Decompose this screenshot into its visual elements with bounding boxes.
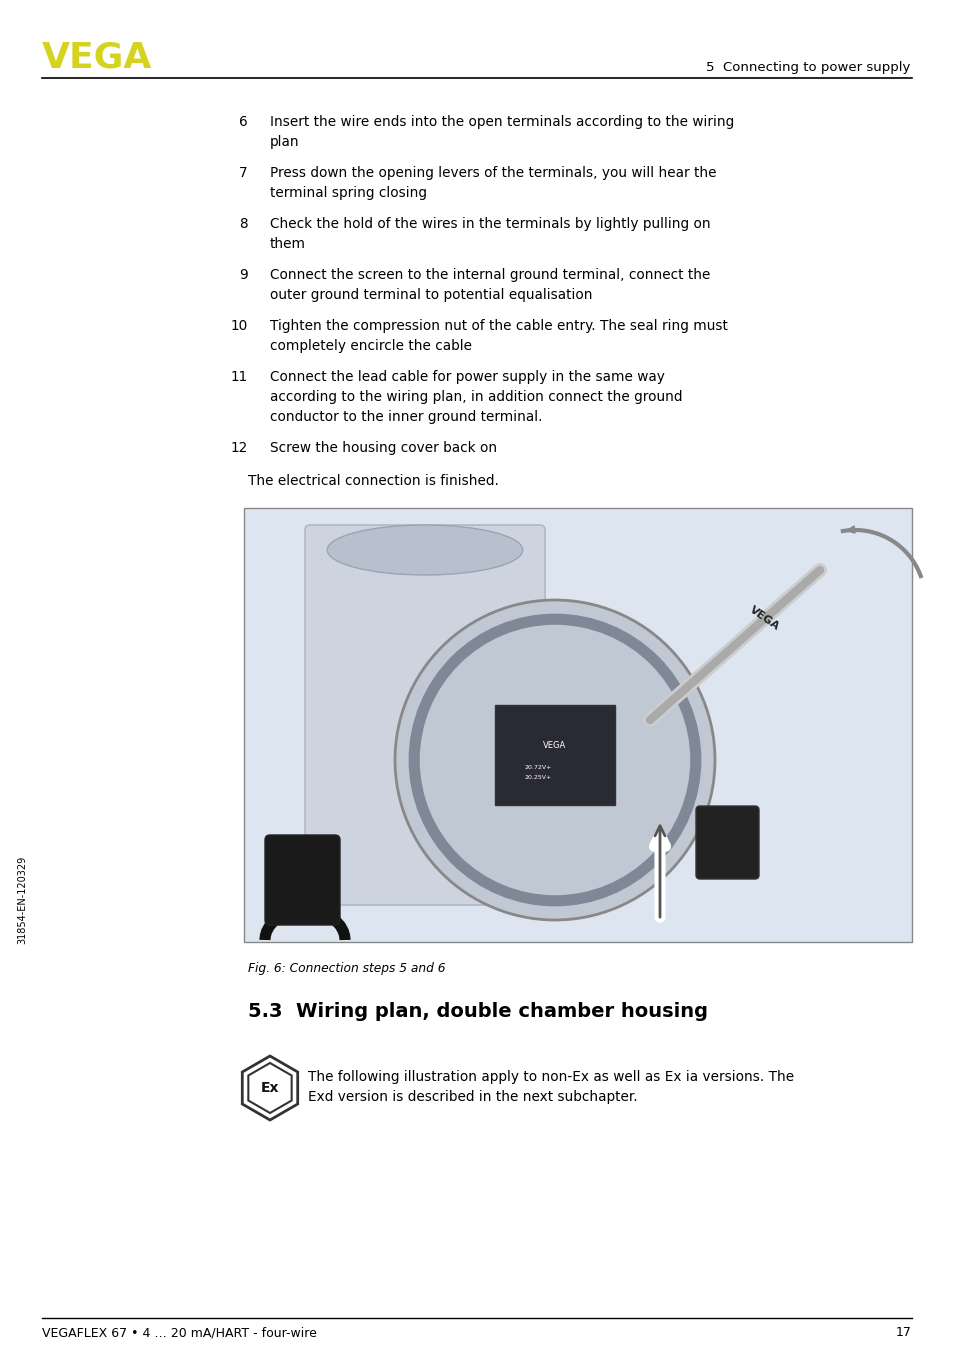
Text: 20.72V+: 20.72V+ [524,765,552,770]
Text: 5  Connecting to power supply: 5 Connecting to power supply [705,61,909,74]
Text: completely encircle the cable: completely encircle the cable [270,338,472,353]
Text: 12: 12 [231,441,248,455]
Text: The electrical connection is finished.: The electrical connection is finished. [248,474,498,487]
Text: Connect the lead cable for power supply in the same way: Connect the lead cable for power supply … [270,370,664,385]
FancyBboxPatch shape [265,835,339,925]
Text: Press down the opening levers of the terminals, you will hear the: Press down the opening levers of the ter… [270,167,716,180]
Text: VEGAFLEX 67 • 4 … 20 mA/HART - four-wire: VEGAFLEX 67 • 4 … 20 mA/HART - four-wire [42,1326,316,1339]
Bar [244,508,911,942]
Ellipse shape [327,525,522,575]
Text: Insert the wire ends into the open terminals according to the wiring: Insert the wire ends into the open termi… [270,115,734,129]
Text: terminal spring closing: terminal spring closing [270,185,427,200]
Text: 6: 6 [239,115,248,129]
Polygon shape [242,1056,297,1120]
Text: Check the hold of the wires in the terminals by lightly pulling on: Check the hold of the wires in the termi… [270,217,710,232]
Text: 9: 9 [239,268,248,282]
Text: 17: 17 [895,1326,911,1339]
Text: Connect the screen to the internal ground terminal, connect the: Connect the screen to the internal groun… [270,268,710,282]
Text: them: them [270,237,306,250]
Text: Tighten the compression nut of the cable entry. The seal ring must: Tighten the compression nut of the cable… [270,320,727,333]
Text: VEGA: VEGA [543,741,566,750]
Text: VEGA: VEGA [747,604,781,632]
Text: 5.3  Wiring plan, double chamber housing: 5.3 Wiring plan, double chamber housing [248,1002,707,1021]
Text: Fig. 6: Connection steps 5 and 6: Fig. 6: Connection steps 5 and 6 [248,961,445,975]
Bar [495,705,615,806]
Text: VEGA: VEGA [42,41,152,74]
FancyBboxPatch shape [305,525,544,904]
Text: Exd version is described in the next subchapter.: Exd version is described in the next sub… [308,1090,637,1104]
Text: 31854-EN-120329: 31854-EN-120329 [17,856,27,944]
Circle shape [395,600,714,919]
Text: 8: 8 [239,217,248,232]
Text: 7: 7 [239,167,248,180]
Text: 20.25V+: 20.25V+ [524,774,552,780]
Text: 11: 11 [231,370,248,385]
Text: according to the wiring plan, in addition connect the ground: according to the wiring plan, in additio… [270,390,681,403]
Text: conductor to the inner ground terminal.: conductor to the inner ground terminal. [270,410,542,424]
Text: The following illustration apply to non-Ex as well as Ex ia versions. The: The following illustration apply to non-… [308,1070,793,1085]
FancyBboxPatch shape [696,806,759,879]
Text: Ex: Ex [260,1080,279,1095]
Text: plan: plan [270,135,299,149]
Text: Screw the housing cover back on: Screw the housing cover back on [270,441,497,455]
Text: outer ground terminal to potential equalisation: outer ground terminal to potential equal… [270,288,592,302]
Polygon shape [248,1063,292,1113]
Text: 10: 10 [231,320,248,333]
